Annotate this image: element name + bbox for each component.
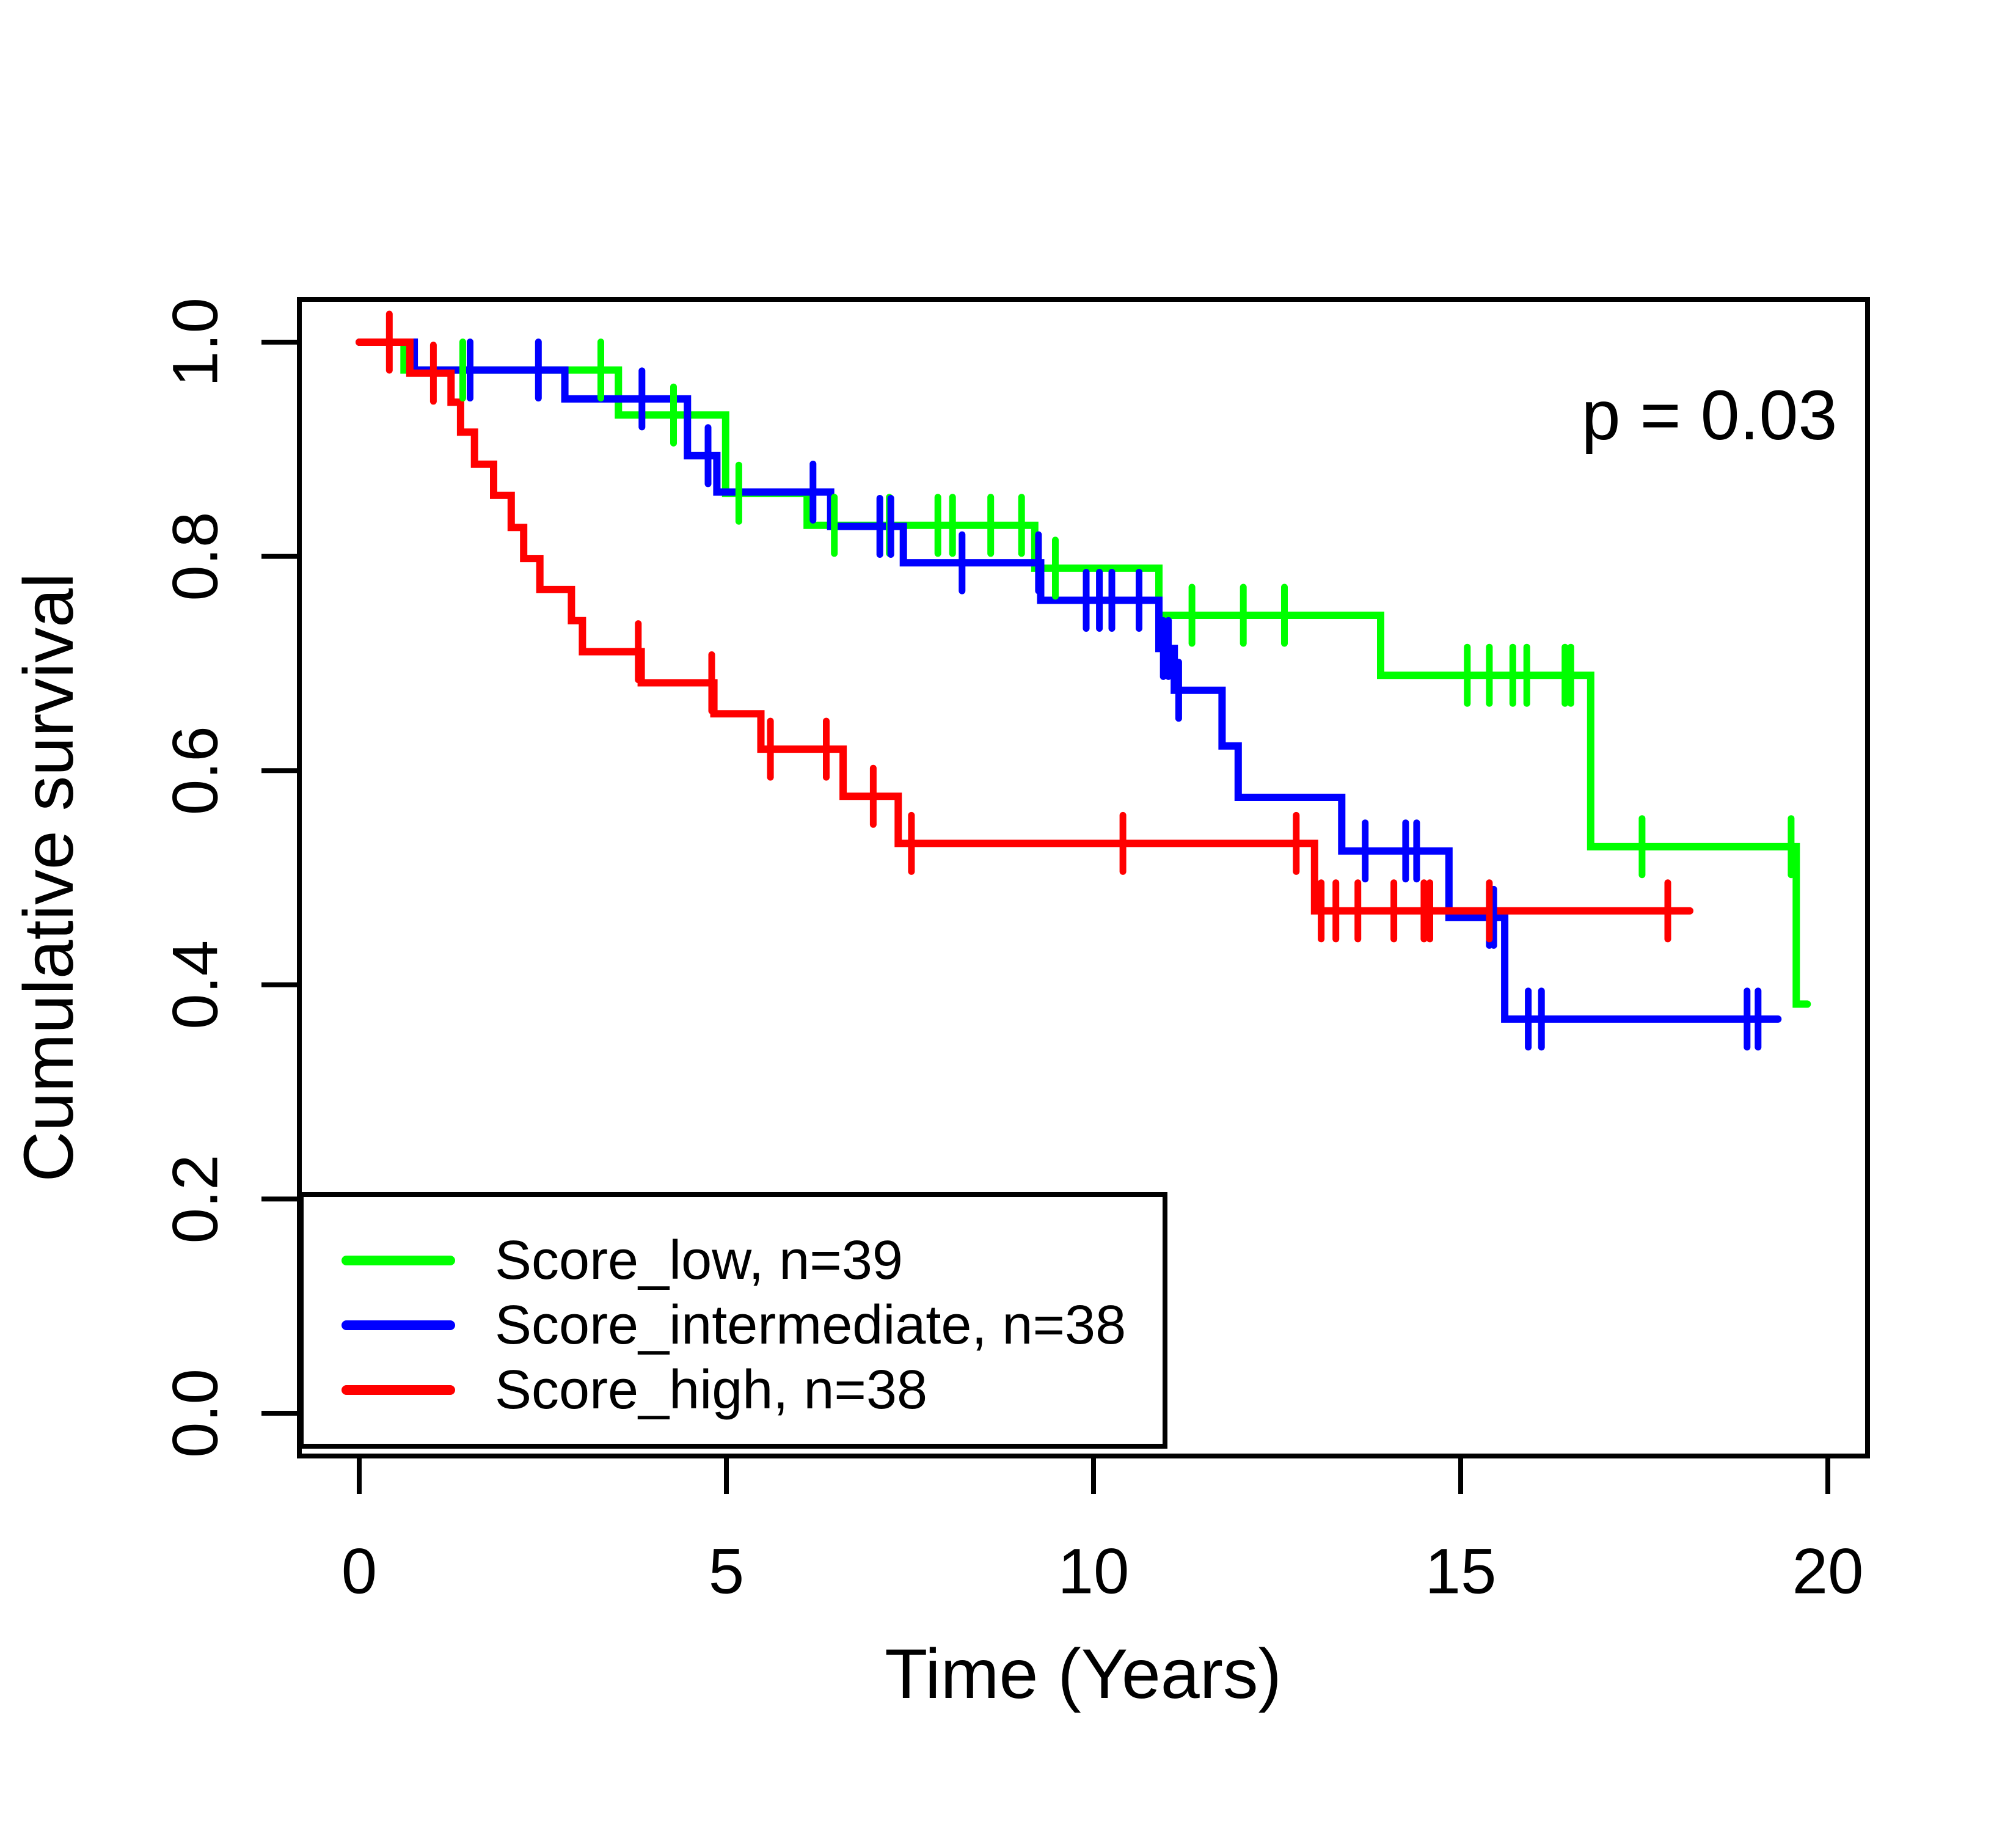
legend-label-Score_intermediate: Score_intermediate, n=38 bbox=[495, 1295, 1126, 1356]
y-tick-label-0.8: 0.8 bbox=[160, 512, 232, 601]
x-axis-tick-labels: 0 5 10 15 20 bbox=[341, 1536, 1864, 1608]
x-tick-label-20: 20 bbox=[1792, 1536, 1864, 1608]
plot-border bbox=[297, 297, 1870, 1458]
survival-curve-Score_high bbox=[356, 338, 1693, 915]
legend-label-Score_high: Score_high, n=38 bbox=[495, 1359, 927, 1421]
survival-curve-Score_low bbox=[356, 338, 1811, 1008]
censor-marks bbox=[385, 310, 1795, 1051]
legend-border bbox=[299, 1192, 1167, 1449]
x-tick-label-15: 15 bbox=[1425, 1536, 1497, 1608]
x-axis-title: Time (Years) bbox=[885, 1635, 1282, 1713]
y-tick-label-0.6: 0.6 bbox=[160, 726, 232, 815]
censor-marks-Score_low bbox=[459, 338, 1795, 879]
y-tick-label-0.4: 0.4 bbox=[160, 940, 232, 1030]
y-axis-ticks bbox=[261, 340, 299, 1416]
y-tick-label-0.2: 0.2 bbox=[160, 1154, 232, 1243]
x-tick-label-0: 0 bbox=[341, 1536, 377, 1608]
x-tick-label-5: 5 bbox=[709, 1536, 744, 1608]
censor-marks-Score_high bbox=[385, 310, 1671, 943]
legend-label-Score_low: Score_low, n=39 bbox=[495, 1230, 903, 1291]
p-value-annotation: p = 0.03 bbox=[1582, 376, 1838, 455]
y-axis-tick-labels: 0.0 0.2 0.4 0.6 0.8 1.0 bbox=[160, 298, 232, 1458]
x-axis-ticks bbox=[357, 1456, 1830, 1494]
y-tick-label-1.0: 1.0 bbox=[160, 298, 232, 387]
x-tick-label-10: 10 bbox=[1058, 1536, 1130, 1608]
y-tick-label-0.0: 0.0 bbox=[160, 1369, 232, 1458]
y-axis-title: Cumulative survival bbox=[10, 573, 88, 1182]
